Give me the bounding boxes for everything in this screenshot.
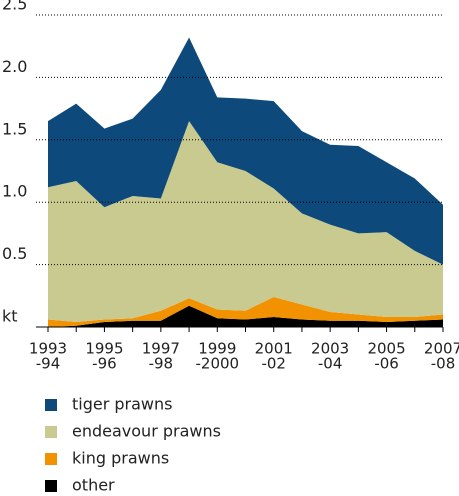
legend-label: other (72, 476, 115, 495)
x-tick-label: 1999 (198, 340, 236, 358)
legend-label: endeavour prawns (72, 422, 221, 441)
x-tick-label: -98 (149, 355, 174, 373)
x-tick-label: -04 (318, 355, 343, 373)
area (48, 121, 443, 323)
x-tick-label: 2001 (255, 340, 293, 358)
x-tick-label: -02 (261, 355, 286, 373)
y-tick-label: 1.5 (2, 119, 27, 138)
area (48, 305, 443, 327)
x-tick-label: -06 (374, 355, 399, 373)
x-tick-label: 1993 (29, 340, 67, 358)
legend-swatch (45, 426, 57, 438)
y-tick-label: 2.0 (2, 57, 27, 76)
y-tick-label: 2.5 (2, 0, 27, 14)
legend-swatch (45, 480, 57, 492)
x-tick-label: 2005 (367, 340, 405, 358)
x-tick-label: -2000 (195, 355, 239, 373)
x-tick-label: 2007 (424, 340, 459, 358)
x-tick-label: -94 (36, 355, 61, 373)
y-tick-label: 0.5 (2, 244, 27, 263)
area (48, 297, 443, 327)
x-tick-label: 1997 (142, 340, 180, 358)
legend-swatch (45, 399, 57, 411)
x-tick-label: 2003 (311, 340, 349, 358)
legend-label: tiger prawns (72, 395, 172, 414)
legend-label: king prawns (72, 449, 169, 468)
legend-swatch (45, 453, 57, 465)
area (48, 37, 443, 265)
x-tick-label: -96 (92, 355, 117, 373)
x-tick-label: 1995 (85, 340, 123, 358)
y-tick-label: 1.0 (2, 182, 27, 201)
y-tick-label: kt (2, 307, 18, 326)
x-tick-label: -08 (431, 355, 456, 373)
